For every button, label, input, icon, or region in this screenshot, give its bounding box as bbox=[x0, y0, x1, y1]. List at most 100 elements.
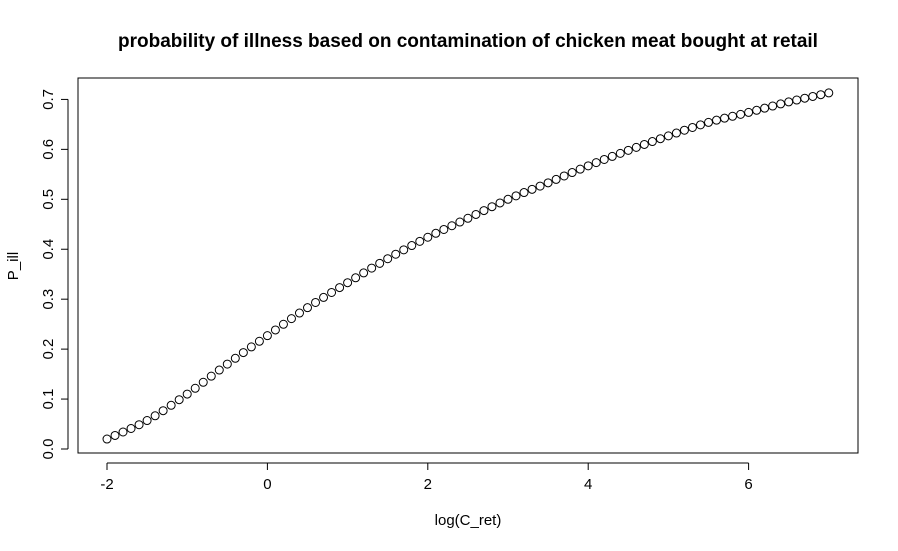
data-point bbox=[679, 125, 689, 135]
data-point bbox=[142, 416, 152, 426]
data-point bbox=[351, 273, 361, 283]
y-tick-label: 0.4 bbox=[40, 239, 57, 260]
data-point bbox=[391, 249, 401, 259]
plot-area bbox=[77, 77, 859, 454]
data-point bbox=[639, 139, 649, 149]
data-point bbox=[808, 91, 818, 101]
data-point bbox=[687, 122, 697, 132]
data-point bbox=[367, 263, 377, 273]
data-point bbox=[535, 181, 545, 191]
data-point bbox=[198, 377, 208, 387]
y-tick-label: 0.1 bbox=[40, 389, 57, 410]
data-point bbox=[503, 194, 513, 204]
data-point bbox=[455, 217, 465, 227]
data-point bbox=[559, 171, 569, 181]
data-point bbox=[383, 254, 393, 264]
data-point bbox=[479, 206, 489, 216]
data-point bbox=[760, 103, 770, 113]
data-point bbox=[712, 115, 722, 125]
data-point bbox=[327, 287, 337, 297]
data-point bbox=[744, 107, 754, 117]
data-point bbox=[246, 342, 256, 352]
data-point bbox=[182, 389, 192, 399]
data-point bbox=[222, 359, 232, 369]
y-tick-label: 0.7 bbox=[40, 89, 57, 110]
data-point bbox=[343, 278, 353, 288]
data-point bbox=[375, 258, 385, 268]
data-point bbox=[591, 158, 601, 168]
x-tick-label: 2 bbox=[424, 476, 432, 493]
data-point bbox=[792, 95, 802, 105]
data-point bbox=[623, 145, 633, 155]
data-point bbox=[214, 365, 224, 375]
data-point bbox=[471, 209, 481, 219]
data-point bbox=[158, 406, 168, 416]
data-point bbox=[190, 383, 200, 393]
data-point bbox=[102, 434, 112, 444]
data-point bbox=[150, 411, 160, 421]
data-point bbox=[816, 90, 826, 100]
data-point bbox=[206, 371, 216, 381]
x-tick-label: 4 bbox=[584, 476, 592, 493]
data-series bbox=[102, 88, 834, 444]
data-point bbox=[599, 154, 609, 164]
data-point bbox=[134, 420, 144, 430]
data-point bbox=[230, 353, 240, 363]
y-tick-label: 0.3 bbox=[40, 289, 57, 310]
data-point bbox=[543, 178, 553, 188]
data-point bbox=[824, 88, 834, 98]
data-point bbox=[262, 331, 272, 341]
y-axis: 0.0 0.1 0.2 0.3 0.4 0.5 0.6 0.7 bbox=[40, 89, 69, 460]
data-point bbox=[174, 395, 184, 405]
data-point bbox=[663, 131, 673, 141]
x-axis: -2 0 2 4 6 bbox=[100, 462, 753, 493]
y-tick-label: 0.2 bbox=[40, 339, 57, 360]
data-point bbox=[270, 325, 280, 335]
data-point bbox=[431, 228, 441, 238]
data-point bbox=[319, 292, 329, 302]
data-point bbox=[359, 268, 369, 278]
data-point bbox=[495, 198, 505, 208]
data-point bbox=[166, 400, 176, 410]
data-point bbox=[487, 202, 497, 212]
y-tick-label: 0.5 bbox=[40, 189, 57, 210]
data-point bbox=[671, 128, 681, 138]
x-tick-label: 6 bbox=[744, 476, 752, 493]
data-point bbox=[615, 148, 625, 158]
data-point bbox=[720, 113, 730, 123]
data-point bbox=[335, 283, 345, 293]
data-point bbox=[800, 93, 810, 103]
data-point bbox=[527, 184, 537, 194]
data-point bbox=[407, 241, 417, 251]
data-point bbox=[110, 430, 120, 440]
data-point bbox=[238, 348, 248, 358]
data-point bbox=[728, 111, 738, 121]
data-point bbox=[463, 213, 473, 223]
data-point bbox=[607, 151, 617, 161]
x-tick-label: -2 bbox=[100, 476, 113, 493]
data-point bbox=[768, 101, 778, 111]
data-point bbox=[704, 117, 713, 127]
data-point bbox=[286, 314, 296, 324]
data-point bbox=[752, 105, 762, 115]
data-point bbox=[399, 245, 409, 255]
data-point bbox=[647, 137, 657, 147]
data-point bbox=[655, 134, 665, 144]
data-point bbox=[776, 99, 786, 109]
data-point bbox=[695, 120, 705, 130]
data-point bbox=[575, 164, 585, 174]
data-point bbox=[254, 336, 264, 346]
y-tick-label: 0.6 bbox=[40, 139, 57, 160]
data-point bbox=[447, 221, 457, 231]
data-point bbox=[631, 142, 641, 152]
data-point bbox=[511, 191, 521, 201]
data-point bbox=[126, 424, 136, 433]
data-point bbox=[736, 109, 746, 119]
data-point bbox=[118, 427, 128, 437]
chart-title: probability of illness based on contamin… bbox=[118, 31, 818, 52]
y-axis-label: P_ill bbox=[5, 252, 22, 280]
data-point bbox=[294, 308, 304, 318]
y-tick-label: 0.0 bbox=[40, 439, 57, 460]
data-point bbox=[415, 236, 425, 246]
